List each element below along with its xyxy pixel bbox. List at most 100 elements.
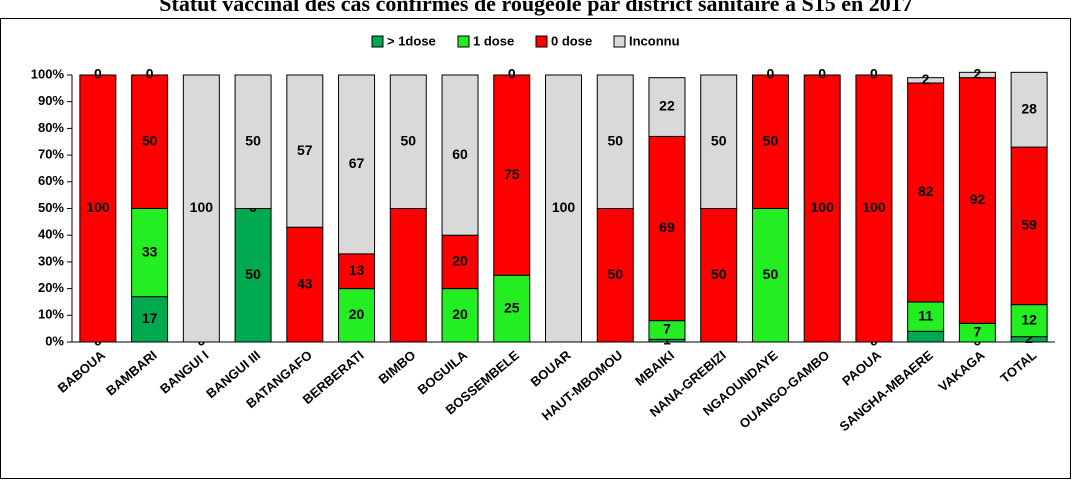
- bar-segment: [234, 208, 272, 343]
- bar-segment: [648, 77, 686, 137]
- value-label: 0: [767, 66, 775, 82]
- bar-segment: [389, 208, 427, 343]
- value-label: 100: [190, 199, 214, 215]
- value-label: 0: [146, 66, 154, 82]
- value-label: 50: [607, 132, 623, 148]
- value-label: 13: [349, 262, 365, 278]
- bar-segment: [751, 74, 789, 209]
- y-tick-label: 50%: [38, 200, 64, 215]
- bar-segment: [493, 274, 531, 343]
- value-label: 50: [763, 132, 779, 148]
- value-label: 0: [818, 66, 826, 82]
- bar-segment: [958, 77, 996, 324]
- value-label: 67: [349, 155, 365, 171]
- value-label: 100: [86, 199, 110, 215]
- value-label: 50: [711, 132, 727, 148]
- value-label: 50: [245, 132, 261, 148]
- chart-title: Statut vaccinal des cas confirmés de rou…: [159, 0, 912, 16]
- legend-swatch: [613, 35, 626, 48]
- value-label: 28: [1021, 100, 1037, 116]
- value-label: 59: [1021, 217, 1037, 233]
- y-tick-label: 0%: [45, 333, 64, 348]
- bar-segment: [441, 74, 479, 236]
- y-tick-label: 10%: [38, 307, 64, 322]
- bar-segment: [1010, 304, 1048, 338]
- legend-label: 1 dose: [473, 33, 514, 48]
- bar-segment: [441, 288, 479, 343]
- value-label: 100: [811, 199, 835, 215]
- value-label: 17: [142, 310, 158, 326]
- value-label: 20: [349, 306, 365, 322]
- value-label: 20: [452, 253, 468, 269]
- bar-segment: [131, 74, 169, 209]
- bar-segment: [338, 74, 376, 255]
- value-label: 2: [973, 66, 981, 82]
- value-label: 0: [870, 66, 878, 82]
- legend-label: 0 dose: [551, 33, 592, 48]
- bar-segment: [286, 226, 324, 343]
- value-label: 7: [663, 321, 671, 337]
- bar-segment: [700, 74, 738, 209]
- value-label: 2: [922, 71, 930, 87]
- y-tick-label: 40%: [38, 227, 64, 242]
- value-label: 25: [504, 299, 520, 315]
- bar-segment: [803, 74, 841, 343]
- value-label: 82: [918, 183, 934, 199]
- bar-segment: [700, 208, 738, 343]
- bar-segment: [648, 135, 686, 322]
- value-label: 50: [763, 266, 779, 282]
- legend-label: Inconnu: [629, 33, 680, 48]
- bar-segment: [545, 74, 582, 343]
- value-label: 50: [245, 266, 261, 282]
- value-label: 50: [607, 266, 623, 282]
- bar-segment: [389, 74, 427, 209]
- bar-segment: [907, 301, 945, 332]
- value-label: 43: [297, 275, 313, 291]
- value-label: 92: [970, 191, 986, 207]
- bar-segment: [596, 74, 634, 209]
- value-label: 50: [142, 132, 158, 148]
- legend-swatch: [371, 35, 384, 48]
- value-label: 100: [552, 199, 576, 215]
- value-label: 7: [973, 323, 981, 339]
- legend-label: > 1dose: [387, 33, 436, 48]
- value-label: 2: [1025, 330, 1033, 346]
- bar-segment: [338, 288, 376, 343]
- y-tick-label: 80%: [38, 120, 64, 135]
- bar-segment: [907, 330, 945, 343]
- y-tick-label: 60%: [38, 173, 64, 188]
- bar-segment: [441, 234, 479, 290]
- value-label: 0: [94, 66, 102, 82]
- bar-segment: [79, 74, 117, 343]
- y-tick-label: 100%: [31, 66, 65, 81]
- bar-segment: [493, 74, 531, 276]
- bar-segment: [131, 208, 169, 298]
- bar-segment: [751, 208, 789, 343]
- bar-segment: [855, 74, 893, 343]
- bar-segment: [596, 208, 634, 343]
- bar-segment: [1010, 71, 1048, 148]
- value-label: 12: [1021, 311, 1037, 327]
- legend-swatch: [457, 35, 470, 48]
- y-tick-label: 90%: [38, 93, 64, 108]
- value-label: 50: [711, 266, 727, 282]
- bar-segment: [958, 71, 996, 79]
- y-tick-label: 30%: [38, 253, 64, 268]
- value-label: 0: [508, 66, 516, 82]
- value-label: 60: [452, 146, 468, 162]
- value-label: 69: [659, 219, 675, 235]
- value-label: 11: [918, 307, 933, 323]
- value-label: 57: [297, 142, 313, 158]
- bar-segment: [907, 77, 945, 84]
- bar-segment: [1010, 146, 1048, 306]
- bar-segment: [907, 82, 945, 303]
- y-tick-label: 20%: [38, 280, 64, 295]
- bar-segment: [234, 74, 272, 209]
- bar-segment: [286, 74, 324, 228]
- value-label: 33: [142, 243, 158, 259]
- bar-segment: [182, 74, 220, 343]
- bar-segment: [338, 253, 376, 290]
- value-label: 75: [504, 166, 520, 182]
